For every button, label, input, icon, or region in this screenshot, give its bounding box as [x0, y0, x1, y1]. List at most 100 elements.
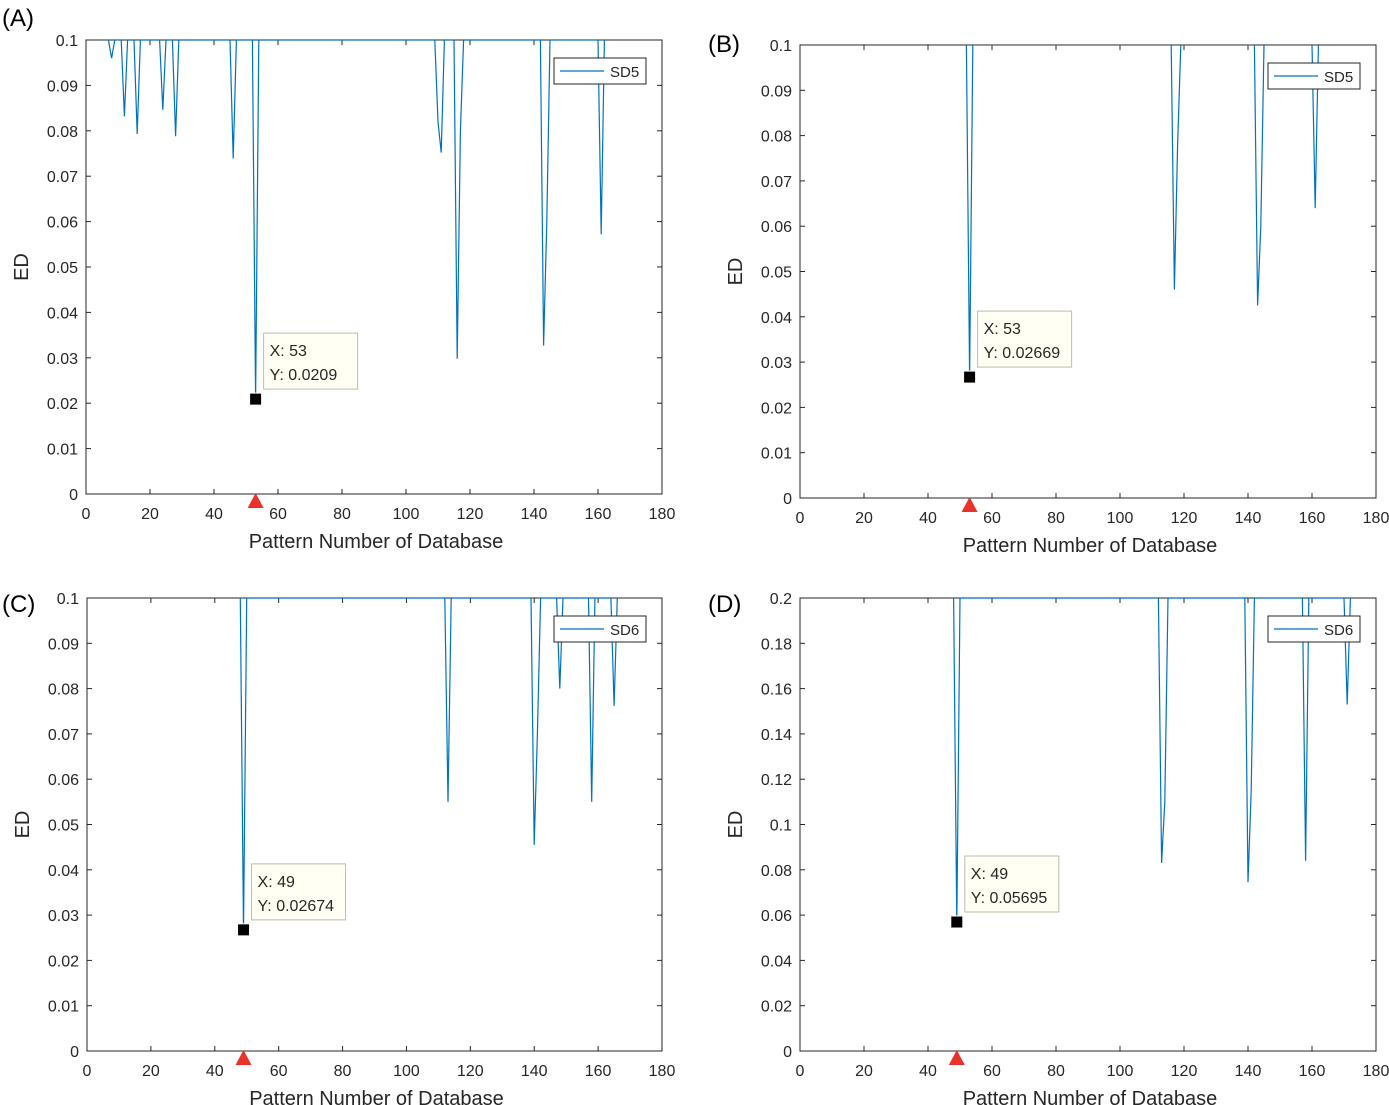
x-tick-label: 160 [1299, 510, 1326, 527]
y-tick-label: 0.02 [47, 396, 78, 413]
datatip-x: X: 49 [971, 866, 1008, 883]
y-tick-label: 0 [70, 1044, 79, 1061]
y-tick-label: 0.09 [761, 83, 792, 100]
legend-entry: SD6 [1324, 622, 1353, 639]
y-tick-label: 0.07 [761, 174, 792, 191]
legend: SD6 [553, 615, 647, 643]
x-axis-label: Pattern Number of Database [963, 535, 1218, 557]
y-tick-label: 0.01 [48, 999, 79, 1016]
x-axis-label: Pattern Number of Database [963, 1088, 1218, 1105]
x-tick-label: 20 [855, 510, 873, 527]
x-tick-label: 100 [393, 506, 420, 523]
x-tick-label: 60 [269, 506, 287, 523]
y-tick-label: 0.08 [761, 129, 792, 146]
y-tick-label: 0.05 [47, 260, 78, 277]
x-tick-label: 80 [1047, 510, 1065, 527]
y-tick-label: 0.04 [48, 863, 79, 880]
y-tick-label: 0.09 [47, 78, 78, 95]
datatip-marker [950, 915, 964, 929]
y-tick-label: 0.05 [761, 265, 792, 282]
chart-panel: (C) 0 20 40 60 80 100 120 140 160 180 0 0.01 0.02 0.03… [2, 591, 675, 1105]
x-tick-label: 20 [855, 1063, 873, 1080]
x-tick-label: 180 [649, 1063, 676, 1080]
y-tick-label: 0.06 [761, 908, 792, 925]
plot-area [85, 39, 663, 495]
y-tick-label: 0.1 [56, 33, 78, 50]
y-axis-label: ED [725, 258, 747, 286]
datatip-x: X: 53 [270, 343, 307, 360]
y-axis-label: ED [725, 811, 747, 839]
y-tick-label: 0 [783, 1044, 792, 1061]
y-tick-label: 0 [69, 487, 78, 504]
x-tick-label: 120 [457, 1063, 484, 1080]
legend: SD5 [553, 57, 647, 85]
y-tick-label: 0.04 [47, 305, 78, 322]
x-tick-label: 180 [1363, 1063, 1389, 1080]
target-triangle-marker [948, 1050, 965, 1065]
series-line-sd5 [107, 40, 605, 400]
x-tick-label: 180 [649, 506, 676, 523]
y-tick-label: 0.02 [761, 400, 792, 417]
legend-entry: SD5 [1324, 69, 1353, 86]
datatip-x: X: 49 [258, 874, 295, 891]
y-tick-label: 0.06 [761, 219, 792, 236]
target-triangle-marker [961, 497, 978, 512]
plot-area [86, 597, 663, 1052]
target-triangle-marker [247, 493, 264, 508]
y-tick-label: 0.03 [48, 908, 79, 925]
x-tick-label: 180 [1363, 510, 1389, 527]
x-tick-label: 0 [796, 1063, 805, 1080]
x-tick-label: 60 [983, 1063, 1001, 1080]
x-tick-label: 120 [1171, 510, 1198, 527]
y-axis-label: ED [12, 811, 34, 839]
y-tick-label: 0.12 [761, 772, 792, 789]
x-tick-label: 100 [393, 1063, 420, 1080]
y-tick-label: 0.01 [761, 446, 792, 463]
datatip: X: 49 Y: 0.02674 [251, 863, 347, 921]
datatip: X: 53 Y: 0.0209 [263, 332, 359, 390]
x-tick-label: 80 [1047, 1063, 1065, 1080]
target-triangle-marker [235, 1050, 252, 1065]
x-axis-label: Pattern Number of Database [249, 1088, 504, 1105]
y-tick-label: 0.03 [761, 355, 792, 372]
datatip-box [977, 310, 1073, 368]
x-tick-label: 20 [142, 1063, 160, 1080]
y-tick-label: 0 [783, 491, 792, 508]
chart-panel: (B) 0 20 40 60 80 100 120 140 160 180 0 0.01 0.02 0.03… [708, 31, 1389, 557]
x-tick-label: 60 [270, 1063, 288, 1080]
x-tick-label: 0 [796, 510, 805, 527]
datatip-y: Y: 0.02674 [258, 898, 335, 915]
x-tick-label: 120 [457, 506, 484, 523]
y-tick-label: 0.04 [761, 310, 792, 327]
y-tick-label: 0.09 [48, 636, 79, 653]
chart-panel: (D) 0 20 40 60 80 100 120 140 160 180 0 0.02 0.04 0.06… [708, 591, 1389, 1105]
x-tick-label: 60 [983, 510, 1001, 527]
legend: SD6 [1267, 615, 1361, 643]
y-tick-label: 0.14 [761, 727, 792, 744]
x-tick-label: 140 [1235, 1063, 1262, 1080]
panel-label: (B) [708, 31, 740, 58]
plot-area [799, 44, 1377, 499]
y-tick-label: 0.07 [47, 169, 78, 186]
legend-entry: SD5 [610, 64, 639, 81]
x-tick-label: 160 [585, 1063, 612, 1080]
x-tick-label: 140 [521, 1063, 548, 1080]
datatip-marker [963, 370, 977, 384]
x-tick-label: 80 [334, 1063, 352, 1080]
datatip-y: Y: 0.02669 [984, 345, 1061, 362]
x-tick-label: 140 [1235, 510, 1262, 527]
plot-area [799, 597, 1377, 1052]
x-axis-label: Pattern Number of Database [249, 531, 504, 553]
y-tick-label: 0.16 [761, 682, 792, 699]
datatip-box [964, 855, 1060, 913]
x-tick-label: 0 [83, 1063, 92, 1080]
x-tick-label: 20 [141, 506, 159, 523]
datatip-box [263, 332, 359, 390]
y-tick-label: 0.01 [47, 442, 78, 459]
y-tick-label: 0.05 [48, 818, 79, 835]
y-tick-label: 0.1 [57, 591, 79, 608]
x-tick-label: 40 [206, 1063, 224, 1080]
y-tick-label: 0.18 [761, 636, 792, 653]
y-tick-label: 0.1 [770, 818, 792, 835]
